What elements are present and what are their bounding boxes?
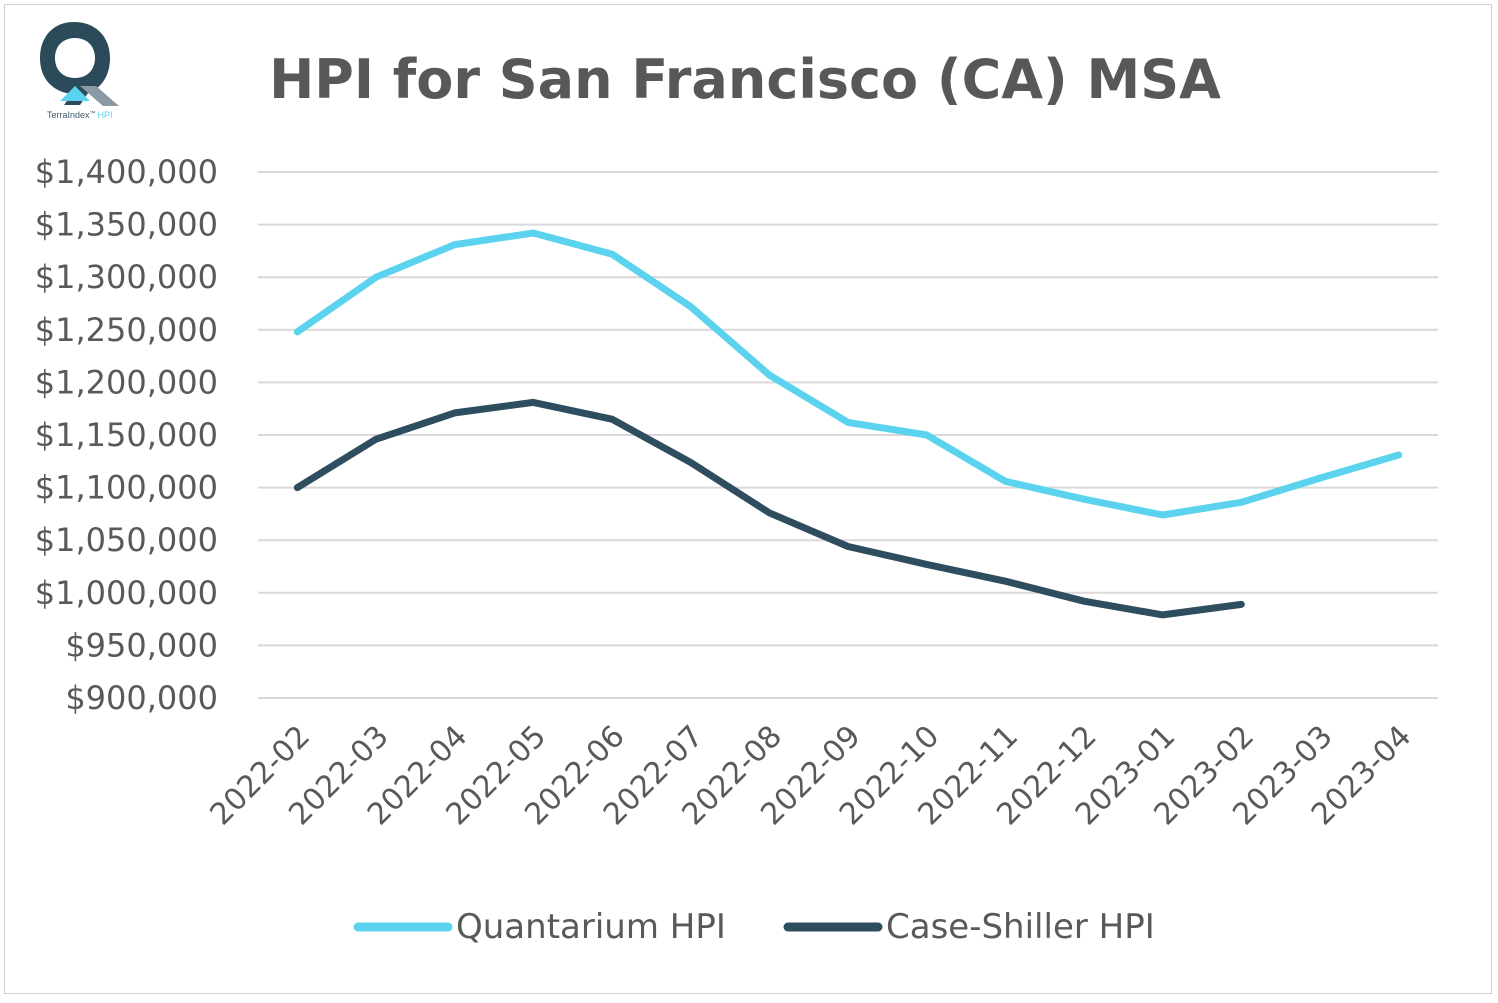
logo-q-mark [40, 22, 110, 105]
logo-text: TerraIndex™ HPI [47, 110, 113, 120]
series-lines [293, 229, 1403, 619]
logo-tm: ™ [90, 110, 96, 117]
y-tick-label: $900,000 [65, 679, 218, 717]
logo-name: TerraIndex [47, 110, 90, 120]
series-line-case-shiller [293, 398, 1245, 619]
legend: Quantarium HPI Case-Shiller HPI [353, 907, 1155, 947]
y-tick-label: $1,400,000 [35, 153, 218, 191]
x-axis-ticks: 2022-022022-032022-042022-052022-062022-… [204, 719, 1419, 832]
series-line-quantarium [293, 229, 1403, 519]
logo-slash [80, 86, 119, 106]
y-tick-label: $1,300,000 [35, 258, 218, 296]
legend-label-quantarium: Quantarium HPI [456, 907, 726, 947]
y-tick-label: $1,050,000 [35, 521, 218, 559]
y-tick-label: $950,000 [65, 626, 218, 664]
y-tick-label: $1,100,000 [35, 469, 218, 507]
logo-suffix: HPI [98, 110, 113, 120]
y-axis-ticks: $900,000 $950,000 $1,000,000 $1,050,000 $1,1… [35, 153, 218, 717]
gridlines [258, 171, 1438, 699]
legend-label-case-shiller: Case-Shiller HPI [886, 907, 1155, 947]
y-tick-label: $1,200,000 [35, 363, 218, 401]
terraindex-logo: TerraIndex™ HPI [40, 22, 119, 120]
logo-triangle [60, 86, 90, 101]
y-tick-label: $1,350,000 [35, 206, 218, 244]
y-tick-label: $1,000,000 [35, 574, 218, 612]
y-tick-label: $1,150,000 [35, 416, 218, 454]
y-tick-label: $1,250,000 [35, 311, 218, 349]
chart-title: HPI for San Francisco (CA) MSA [269, 48, 1221, 111]
